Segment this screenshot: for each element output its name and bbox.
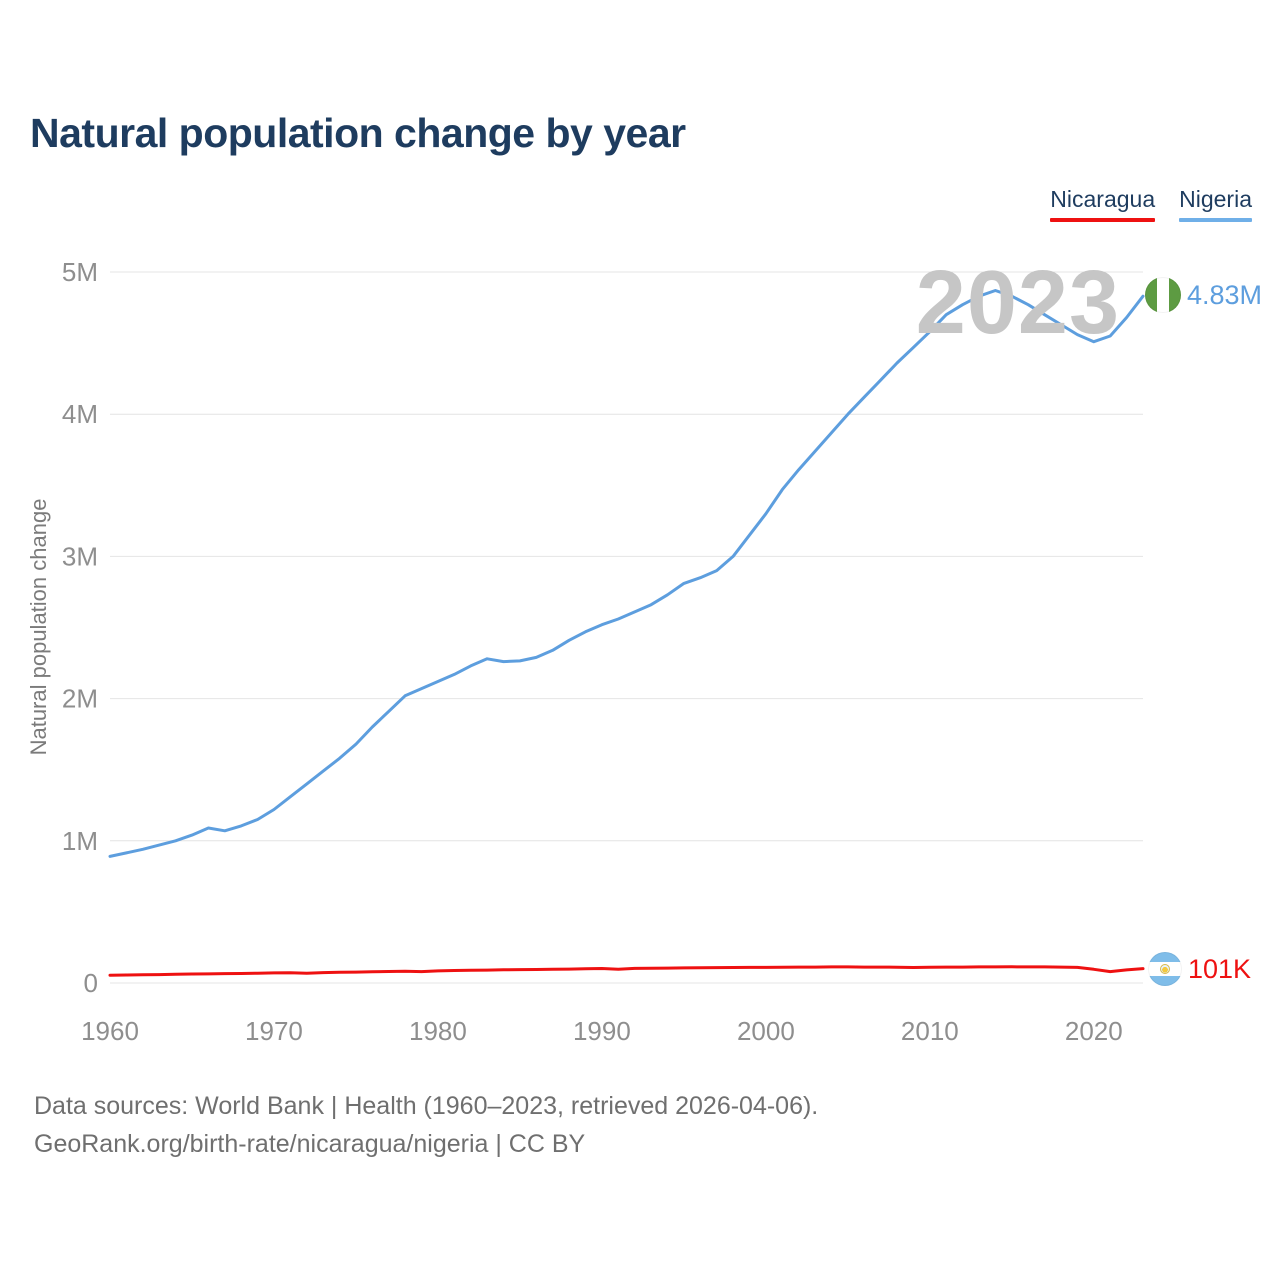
y-tick-label: 5M <box>62 257 98 287</box>
legend-underline-nigeria <box>1179 217 1252 222</box>
x-tick-label: 1980 <box>409 1016 467 1046</box>
nicaragua-emblem-icon <box>1160 964 1170 974</box>
x-tick-label: 1990 <box>573 1016 631 1046</box>
nigeria-flag-icon <box>1145 277 1181 313</box>
nicaragua-flag-icon <box>1148 952 1182 986</box>
y-axis-title: Natural population change <box>26 499 51 756</box>
x-tick-label: 1970 <box>245 1016 303 1046</box>
nigeria-end-value: 4.83M <box>1187 279 1263 310</box>
legend-underline-nicaragua <box>1050 217 1156 222</box>
nicaragua-series-line[interactable] <box>108 965 1145 977</box>
y-tick-label: 0 <box>84 968 98 998</box>
legend-item-nicaragua[interactable]: Nicaragua <box>1050 186 1156 222</box>
legend-item-nigeria[interactable]: Nigeria <box>1179 186 1252 222</box>
legend-label-nicaragua: Nicaragua <box>1050 186 1156 212</box>
page-title: Natural population change by year <box>30 110 686 156</box>
nicaragua-end-value: 101K <box>1188 953 1252 984</box>
nigeria-series-line[interactable] <box>108 289 1145 858</box>
nigeria-end-label: 4.83M <box>1145 277 1262 313</box>
legend-label-nigeria: Nigeria <box>1179 186 1252 212</box>
footer-attribution-line: GeoRank.org/birth-rate/nicaragua/nigeria… <box>34 1130 586 1158</box>
year-watermark: 2023 <box>915 253 1120 353</box>
y-tick-label: 1M <box>62 826 98 856</box>
y-tick-label: 4M <box>62 399 98 429</box>
footer: Data sources: World Bank | Health (1960–… <box>34 1087 818 1163</box>
x-tick-label: 2000 <box>737 1016 795 1046</box>
x-tick-label: 2020 <box>1065 1016 1123 1046</box>
nicaragua-end-label: 101K <box>1148 952 1251 986</box>
x-tick-label: 2010 <box>901 1016 959 1046</box>
x-tick-label: 1960 <box>81 1016 139 1046</box>
chart-legend: Nicaragua Nigeria <box>1050 186 1252 222</box>
y-tick-label: 3M <box>62 541 98 571</box>
footer-sources-line: Data sources: World Bank | Health (1960–… <box>34 1092 819 1120</box>
y-tick-label: 2M <box>62 684 98 714</box>
